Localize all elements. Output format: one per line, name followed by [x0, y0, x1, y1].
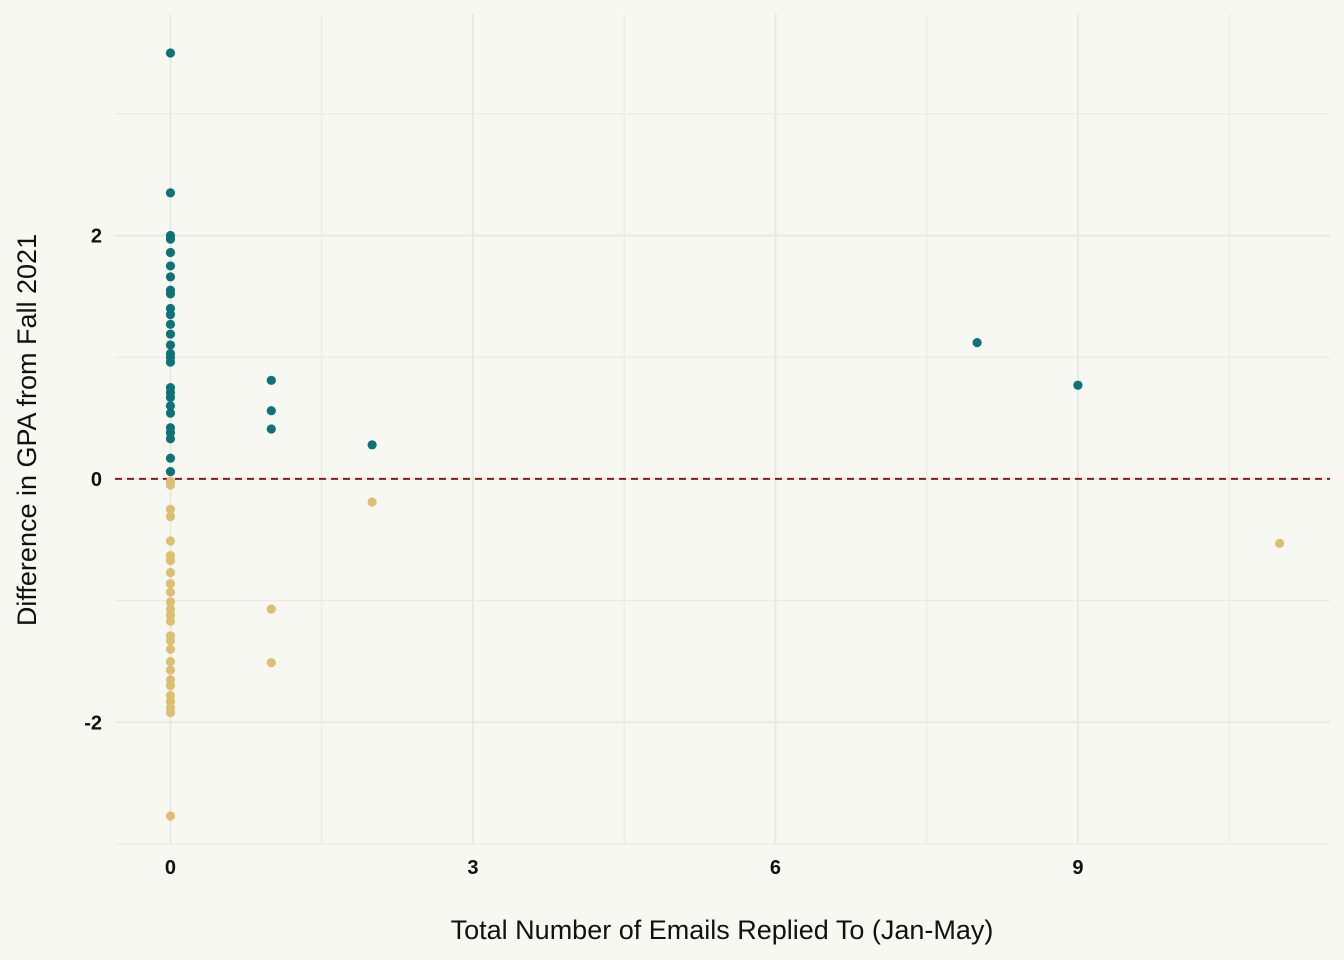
data-point — [165, 234, 176, 244]
data-point — [165, 597, 176, 607]
data-point — [165, 310, 176, 320]
data-point — [165, 644, 176, 654]
data-point — [165, 340, 176, 350]
data-point — [266, 375, 276, 385]
data-point — [1073, 380, 1083, 390]
data-point — [165, 656, 176, 667]
data-point — [165, 681, 176, 691]
data-point — [165, 480, 176, 490]
data-point — [165, 434, 176, 444]
data-point — [165, 707, 176, 718]
data-point — [165, 247, 176, 258]
x-tick-label: 9 — [1072, 857, 1083, 879]
data-point — [165, 555, 176, 566]
data-point — [165, 401, 176, 411]
data-point — [165, 504, 176, 514]
x-tick-label: 0 — [165, 857, 176, 879]
data-point — [165, 466, 176, 477]
data-point — [165, 512, 176, 522]
y-tick-label: 2 — [91, 225, 102, 247]
data-point — [1274, 538, 1285, 548]
data-point — [165, 636, 176, 646]
data-point — [266, 406, 276, 416]
data-point — [266, 604, 276, 614]
data-point — [165, 319, 176, 329]
data-point — [165, 453, 176, 463]
y-axis-ticks: -2 0 2 — [84, 225, 102, 734]
y-axis-title: Difference in GPA from Fall 2021 — [12, 234, 42, 626]
data-point — [165, 261, 176, 271]
data-point — [367, 440, 377, 450]
data-point — [367, 497, 377, 507]
x-tick-label: 3 — [467, 857, 478, 879]
data-points — [165, 48, 1285, 821]
x-axis-ticks: 0 3 6 9 — [165, 857, 1084, 879]
x-axis-title: Total Number of Emails Replied To (Jan-M… — [451, 915, 994, 945]
data-point — [165, 272, 176, 282]
data-point — [165, 289, 176, 299]
data-point — [165, 329, 176, 339]
data-point — [165, 665, 176, 675]
data-point — [165, 536, 176, 546]
data-point — [165, 578, 176, 589]
data-point — [165, 568, 176, 578]
data-point — [165, 48, 176, 58]
data-point — [266, 658, 276, 668]
data-point — [972, 337, 982, 348]
data-point — [165, 587, 176, 597]
data-point — [165, 408, 176, 418]
data-point — [165, 392, 176, 402]
data-point — [165, 357, 176, 367]
data-point — [266, 424, 276, 434]
minor-gridlines — [115, 14, 1330, 845]
data-point — [165, 811, 176, 821]
data-point — [165, 616, 176, 626]
x-tick-label: 6 — [770, 857, 781, 879]
y-tick-label: -2 — [84, 712, 102, 734]
y-tick-label: 0 — [91, 469, 102, 491]
data-point — [165, 188, 176, 198]
major-gridlines — [115, 14, 1330, 844]
